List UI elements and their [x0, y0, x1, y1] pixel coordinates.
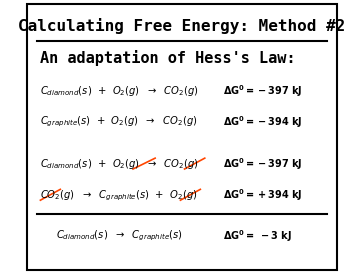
Text: $\mathbf{\Delta G^0 = -397\ kJ}$: $\mathbf{\Delta G^0 = -397\ kJ}$: [223, 83, 302, 99]
Text: Calculating Free Energy: Method #2: Calculating Free Energy: Method #2: [18, 18, 346, 34]
Text: $\mathit{C_{graphite}(s)}$  $+$  $\mathit{O_2(g)}$  $\rightarrow$  $\mathit{CO_2: $\mathit{C_{graphite}(s)}$ $+$ $\mathit{…: [40, 115, 197, 129]
Text: $\mathit{C_{diamond}(s)}$  $\rightarrow$  $\mathit{C_{graphite}(s)}$: $\mathit{C_{diamond}(s)}$ $\rightarrow$ …: [56, 229, 182, 243]
Text: $\mathbf{\Delta G^0 = -394\ kJ}$: $\mathbf{\Delta G^0 = -394\ kJ}$: [223, 114, 302, 130]
Text: $\mathbf{\Delta G^0 = -397\ kJ}$: $\mathbf{\Delta G^0 = -397\ kJ}$: [223, 156, 302, 172]
Text: $\mathbf{\Delta G^0 =\ -3\ kJ}$: $\mathbf{\Delta G^0 =\ -3\ kJ}$: [223, 228, 292, 244]
Text: $\mathit{C_{diamond}(s)}$  $+$  $\mathit{O_2(g)}$  $\rightarrow$  $\mathit{CO_2(: $\mathit{C_{diamond}(s)}$ $+$ $\mathit{O…: [40, 84, 198, 98]
Text: $\mathbf{\Delta G^0 = +394\ kJ}$: $\mathbf{\Delta G^0 = +394\ kJ}$: [223, 187, 302, 203]
Text: $\mathit{CO_2(g)}$  $\rightarrow$  $\mathit{C_{graphite}(s)}$  $+$  $\mathit{O_2: $\mathit{CO_2(g)}$ $\rightarrow$ $\mathi…: [40, 188, 197, 202]
Text: An adaptation of Hess's Law:: An adaptation of Hess's Law:: [40, 50, 295, 66]
Text: $\mathit{C_{diamond}(s)}$  $+$  $\mathit{O_2(g)}$  $\rightarrow$  $\mathit{CO_2(: $\mathit{C_{diamond}(s)}$ $+$ $\mathit{O…: [40, 157, 198, 171]
FancyBboxPatch shape: [27, 4, 337, 270]
